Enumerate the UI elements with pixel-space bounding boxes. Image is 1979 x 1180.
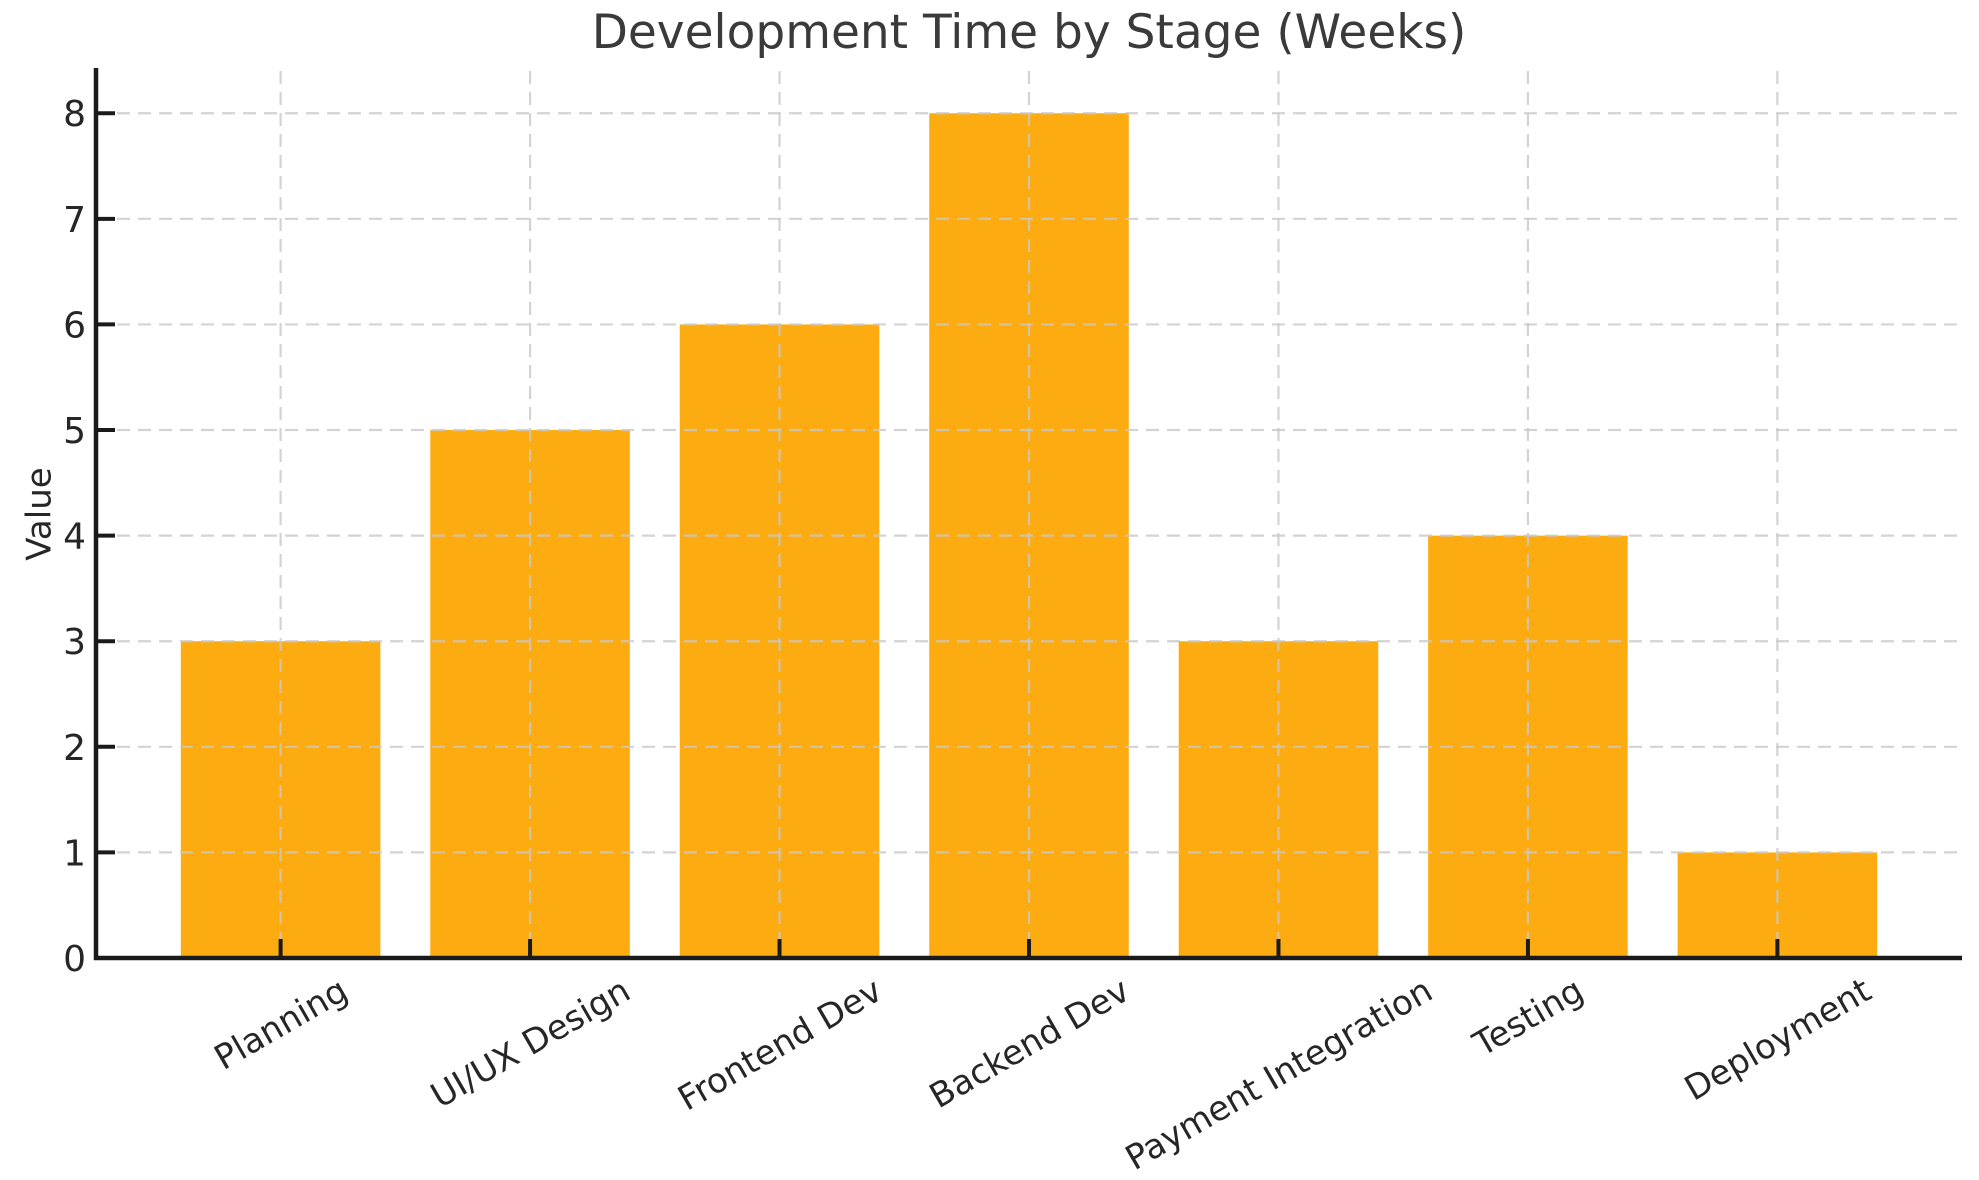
x-tick-label: Backend Dev — [923, 970, 1136, 1116]
y-axis-label: Value — [19, 467, 59, 560]
x-tick-label: Deployment — [1678, 970, 1878, 1109]
x-tick-label: Payment Integration — [1119, 970, 1440, 1178]
grid-layer — [96, 71, 1962, 958]
bar-planning — [180, 641, 381, 959]
y-tick-label: 3 — [63, 622, 86, 663]
axes-layer — [93, 68, 1962, 961]
y-tick-label: 0 — [63, 939, 86, 980]
y-tick-label: 1 — [63, 833, 86, 874]
y-tick-label: 5 — [63, 411, 86, 452]
y-tick-label: 6 — [63, 305, 86, 346]
y-tick-label: 7 — [63, 200, 86, 241]
x-tick-label: Testing — [1466, 970, 1590, 1065]
x-tick-label: Frontend Dev — [671, 970, 889, 1119]
x-tick-label: UI/UX Design — [424, 970, 637, 1116]
y-tick-label: 4 — [63, 517, 86, 558]
bar-payment-integration — [1178, 641, 1379, 959]
y-tick-label: 8 — [63, 94, 86, 135]
x-tick-label: Planning — [208, 970, 355, 1078]
y-tick-label: 2 — [63, 728, 86, 769]
chart-title: Development Time by Stage (Weeks) — [592, 5, 1467, 60]
